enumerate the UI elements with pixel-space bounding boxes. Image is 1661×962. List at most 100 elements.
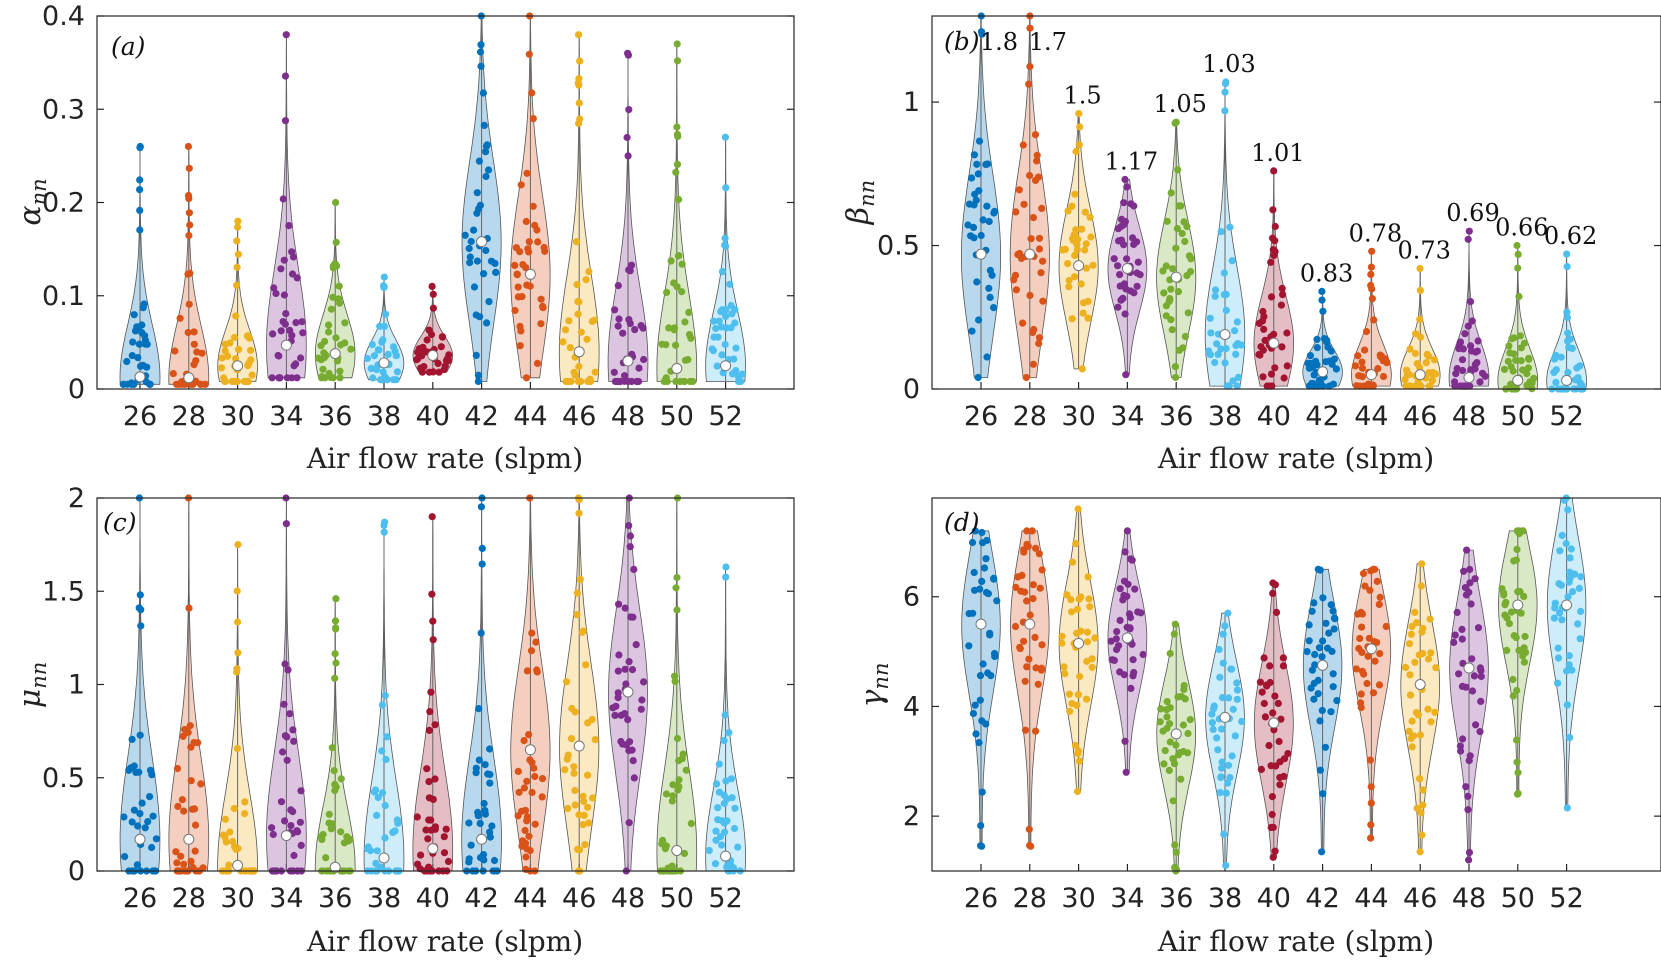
data-point-a-28	[186, 269, 194, 277]
data-point-c-46	[564, 804, 572, 813]
data-point-c-26	[121, 853, 129, 861]
data-point-d-38	[1218, 725, 1226, 733]
panel-a: 00.10.20.30.426 28 30 34 36 38 40 42 44 46 48 50 52 …	[13, 1, 795, 475]
median-marker-a-36	[329, 348, 341, 360]
data-point-b-48	[1465, 227, 1473, 235]
data-point-b-50	[1500, 365, 1509, 373]
data-point-d-36	[1186, 716, 1194, 724]
data-point-a-42	[465, 244, 473, 253]
data-point-b-30	[1064, 260, 1072, 268]
data-point-a-34	[285, 222, 293, 230]
data-point-b-46	[1416, 315, 1424, 323]
data-point-d-34	[1126, 624, 1134, 632]
data-point-d-26	[976, 696, 984, 704]
data-point-b-46	[1425, 369, 1433, 377]
y-axis-label-b: βnn	[841, 180, 879, 225]
data-point-c-44	[518, 807, 526, 815]
data-point-a-40	[429, 290, 437, 298]
data-point-d-42	[1324, 644, 1332, 652]
data-point-d-34	[1127, 684, 1135, 693]
data-point-b-34	[1117, 296, 1125, 304]
data-point-c-30	[233, 744, 241, 753]
data-point-a-36	[332, 334, 340, 342]
data-point-a-46	[575, 298, 583, 306]
data-point-d-44	[1375, 600, 1383, 609]
data-point-b-44	[1358, 358, 1366, 366]
data-point-d-48	[1470, 672, 1478, 680]
data-point-a-34	[268, 374, 276, 382]
data-point-d-46	[1419, 786, 1427, 794]
data-point-d-44	[1357, 690, 1365, 698]
data-point-c-40	[431, 775, 439, 783]
data-point-a-34	[275, 352, 283, 360]
data-point-d-40	[1272, 608, 1281, 617]
data-point-d-30	[1060, 663, 1068, 671]
data-point-d-42	[1319, 790, 1327, 798]
data-point-b-26	[974, 373, 982, 382]
data-point-c-36	[330, 767, 338, 775]
data-point-d-50	[1513, 758, 1521, 766]
data-point-a-50	[684, 356, 692, 364]
data-point-c-38	[381, 691, 389, 700]
data-point-a-26	[128, 352, 136, 360]
data-point-d-52	[1554, 679, 1562, 687]
data-point-a-34	[279, 195, 287, 203]
data-point-d-30	[1077, 593, 1085, 601]
data-point-a-52	[709, 317, 718, 325]
median-marker-c-30	[232, 859, 244, 871]
data-point-d-36	[1165, 766, 1173, 775]
median-marker-c-38	[378, 852, 390, 864]
data-point-a-26	[123, 380, 131, 388]
data-point-a-50	[674, 252, 683, 260]
data-point-a-50	[685, 331, 694, 339]
data-point-d-30	[1083, 638, 1092, 646]
data-point-c-48	[614, 667, 622, 675]
data-point-c-30	[234, 618, 242, 626]
data-point-d-52	[1577, 573, 1585, 581]
data-point-b-42	[1319, 382, 1327, 390]
data-point-c-34	[290, 851, 298, 860]
annotation-b-30: 1.5	[1064, 82, 1102, 110]
data-point-b-38	[1211, 358, 1219, 367]
data-point-b-28	[1012, 286, 1021, 294]
data-point-d-44	[1363, 679, 1371, 688]
median-marker-b-44	[1365, 369, 1377, 381]
median-marker-d-26	[975, 618, 987, 630]
x-tick-label-a-36: 36	[318, 401, 352, 432]
data-point-b-38	[1221, 107, 1229, 115]
data-point-a-34	[289, 253, 298, 261]
data-point-c-44	[521, 839, 530, 847]
median-marker-a-26	[134, 371, 146, 383]
x-tick-label-a-30: 30	[220, 401, 254, 432]
data-point-a-40	[428, 282, 436, 290]
data-point-d-40	[1269, 709, 1277, 717]
data-point-a-26	[137, 362, 145, 370]
data-point-b-44	[1355, 372, 1363, 380]
data-point-a-42	[467, 237, 475, 246]
data-point-b-46	[1405, 371, 1413, 379]
data-point-a-52	[721, 241, 729, 249]
data-point-b-30	[1079, 309, 1087, 317]
data-point-d-28	[1029, 595, 1037, 603]
data-point-d-52	[1558, 531, 1566, 540]
data-point-d-42	[1314, 676, 1322, 685]
data-point-c-40	[425, 816, 433, 824]
data-point-b-26	[970, 151, 979, 159]
data-point-c-40	[429, 617, 437, 625]
data-point-b-26	[973, 278, 981, 286]
data-point-a-46	[559, 338, 567, 346]
data-point-b-28	[1035, 234, 1044, 242]
data-point-c-40	[440, 833, 448, 841]
data-point-a-52	[734, 377, 743, 386]
data-point-a-36	[331, 261, 340, 269]
data-point-b-36	[1167, 189, 1175, 197]
data-point-a-30	[224, 352, 232, 360]
data-point-a-48	[613, 377, 622, 386]
data-point-a-36	[327, 373, 335, 381]
median-marker-b-28	[1024, 248, 1036, 260]
data-point-d-38	[1216, 789, 1224, 797]
data-point-a-46	[574, 310, 582, 318]
data-point-d-50	[1514, 789, 1522, 798]
data-point-b-46	[1426, 382, 1434, 390]
data-point-d-40	[1261, 713, 1269, 721]
